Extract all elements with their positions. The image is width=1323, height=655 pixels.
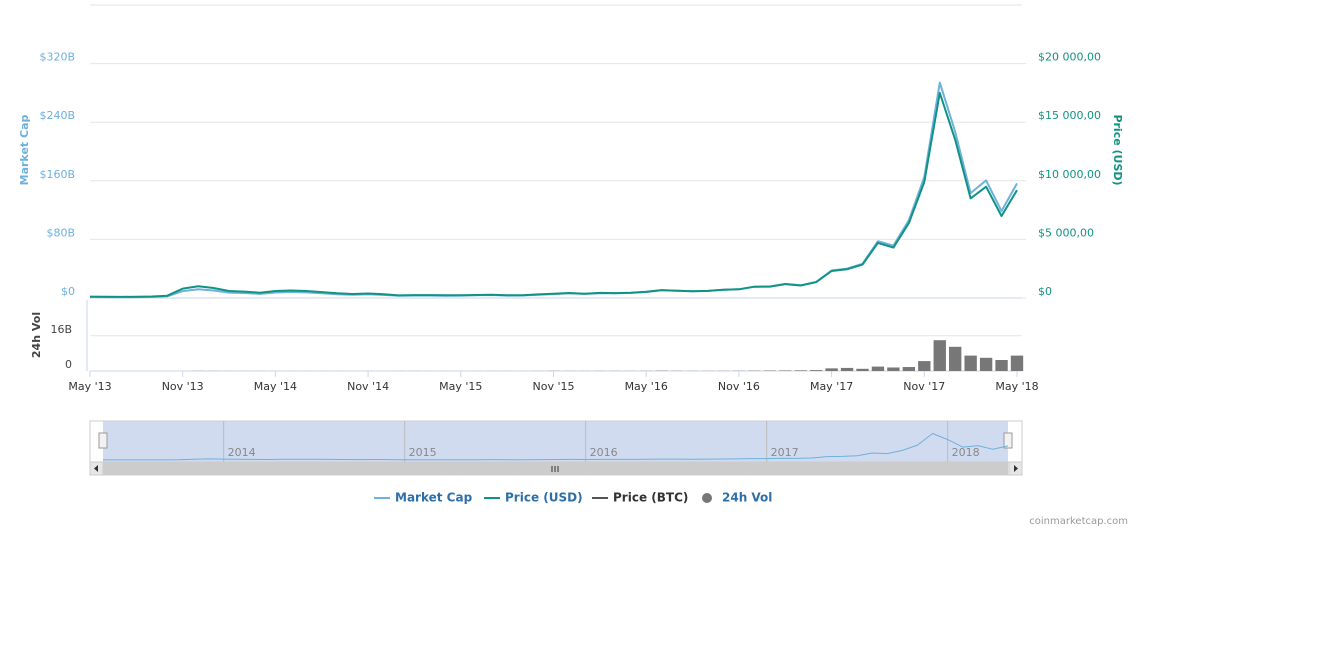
- vol-tick-label: 0: [65, 358, 72, 371]
- legend-label[interactable]: Market Cap: [395, 491, 473, 505]
- x-tick-label: May '18: [995, 380, 1038, 393]
- x-tick-label: May '16: [625, 380, 668, 393]
- navigator-label: 2018: [952, 446, 980, 459]
- volume-bar: [980, 358, 992, 371]
- volume-bar: [825, 368, 837, 371]
- x-tick-label: Nov '16: [718, 380, 760, 393]
- y-tick-label: $240B: [39, 109, 75, 122]
- navigator-handle-right[interactable]: [1004, 433, 1012, 448]
- volume-bar: [887, 367, 899, 371]
- x-tick-label: May '14: [254, 380, 297, 393]
- legend-label[interactable]: Price (BTC): [613, 491, 688, 505]
- x-tick-label: Nov '13: [162, 380, 204, 393]
- navigator-label: 2014: [228, 446, 256, 459]
- navigator-handle-left[interactable]: [99, 433, 107, 448]
- x-tick-label: May '17: [810, 380, 853, 393]
- x-tick-label: Nov '17: [903, 380, 945, 393]
- y2-tick-label: $0: [1038, 285, 1052, 298]
- y2-axis-title: Price (USD): [1111, 114, 1124, 185]
- y2-tick-label: $20 000,00: [1038, 51, 1101, 64]
- x-tick-label: May '13: [68, 380, 111, 393]
- volume-bar: [872, 367, 884, 371]
- y-tick-label: $320B: [39, 51, 75, 64]
- volume-bar: [856, 369, 868, 371]
- volume-bar: [810, 370, 822, 371]
- volume-bar: [964, 356, 976, 371]
- volume-bar: [841, 368, 853, 371]
- series-line: [90, 93, 1017, 297]
- volume-bar: [1011, 356, 1023, 371]
- navigator-label: 2017: [771, 446, 799, 459]
- y2-tick-label: $5 000,00: [1038, 226, 1094, 239]
- volume-bar: [779, 370, 791, 371]
- vol-tick-label: 16B: [50, 323, 72, 336]
- x-tick-label: May '15: [439, 380, 482, 393]
- y2-tick-label: $15 000,00: [1038, 109, 1101, 122]
- volume-bar: [903, 367, 915, 371]
- volume-bar: [795, 370, 807, 371]
- y-tick-label: $80B: [46, 226, 75, 239]
- vol-axis-title: 24h Vol: [30, 312, 43, 358]
- y-axis-title: Market Cap: [18, 115, 31, 186]
- volume-bar: [995, 360, 1007, 371]
- y-tick-label: $0: [61, 285, 75, 298]
- navigator-label: 2016: [590, 446, 618, 459]
- volume-bar: [949, 347, 961, 371]
- y-tick-label: $160B: [39, 168, 75, 181]
- volume-bar: [934, 340, 946, 371]
- series-line: [90, 83, 1017, 298]
- x-tick-label: Nov '14: [347, 380, 389, 393]
- legend-label[interactable]: 24h Vol: [722, 491, 772, 505]
- volume-bar: [918, 361, 930, 371]
- legend-marker: [702, 493, 712, 503]
- legend-label[interactable]: Price (USD): [505, 491, 583, 505]
- navigator-label: 2015: [409, 446, 437, 459]
- x-tick-label: Nov '15: [533, 380, 575, 393]
- y2-tick-label: $10 000,00: [1038, 168, 1101, 181]
- credit: coinmarketcap.com: [1029, 516, 1128, 527]
